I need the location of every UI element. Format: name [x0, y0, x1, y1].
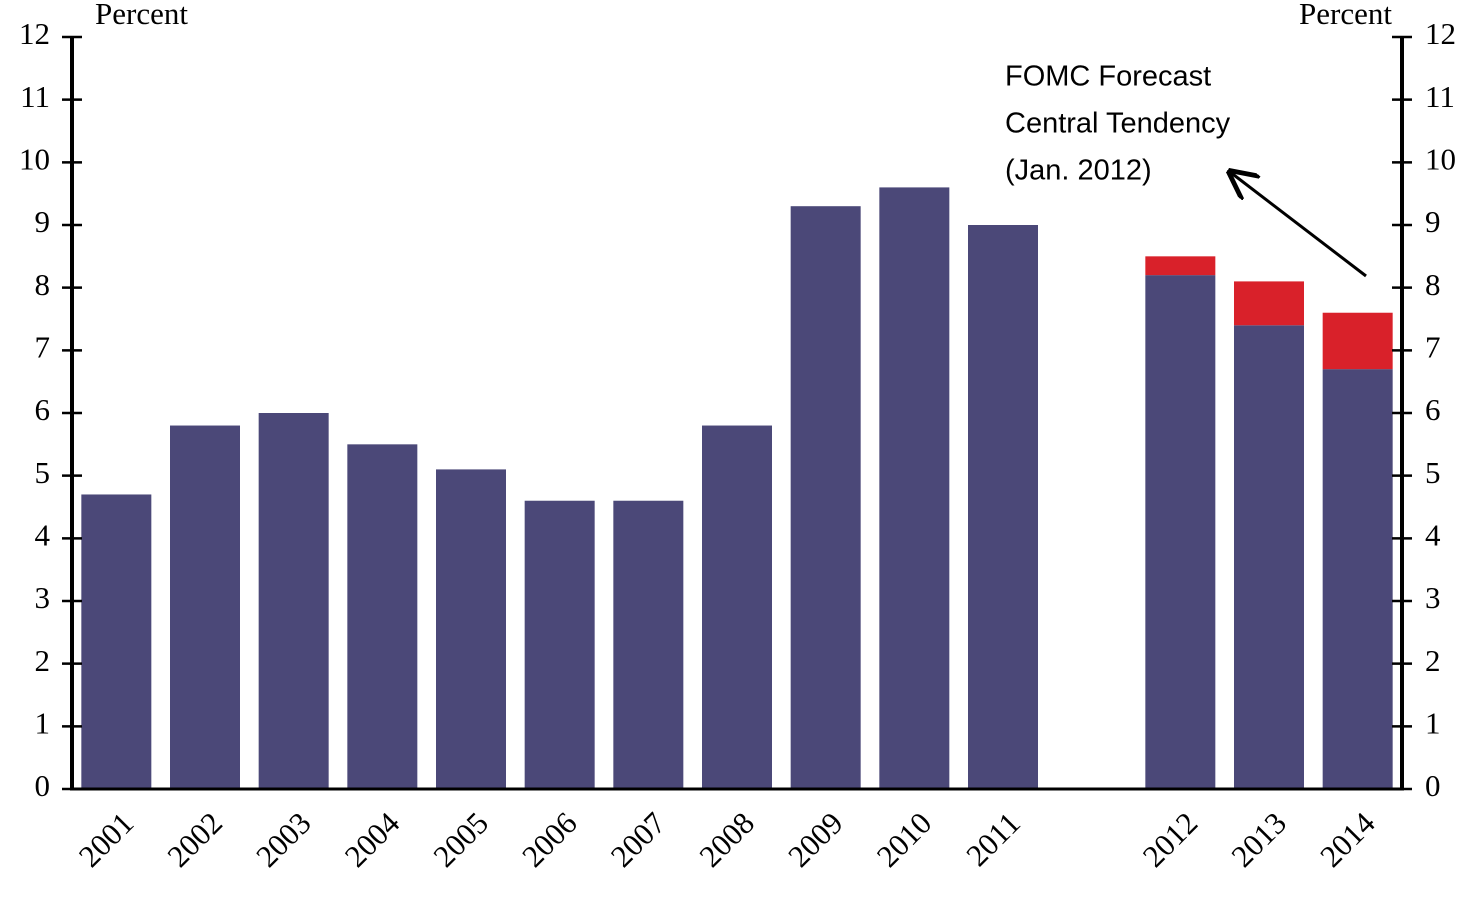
plot-area	[81, 187, 1393, 790]
y-tick-label: 5	[35, 455, 51, 490]
annotation: FOMC Forecast	[1005, 61, 1211, 93]
y-axis-title: Percent	[95, 0, 188, 31]
bar-segment	[1234, 325, 1304, 789]
y2-tick-label: 3	[1425, 580, 1441, 615]
y2-tick-label: 6	[1425, 392, 1441, 427]
bar-segment	[879, 187, 950, 789]
x-tick-label: 2009	[781, 805, 850, 874]
bar-segment	[1322, 312, 1393, 370]
bar-segment	[790, 206, 861, 789]
bar-segment	[524, 500, 595, 789]
bar-segment	[1145, 256, 1216, 276]
y2-tick-label: 4	[1425, 517, 1441, 552]
x-tick-label: 2010	[870, 805, 939, 874]
annotation: Central Tendency	[1005, 108, 1231, 140]
x-tick-label: 2002	[160, 805, 229, 874]
y-tick-label: 10	[19, 141, 50, 176]
y2-tick-label: 10	[1425, 141, 1456, 176]
bar-segment	[613, 500, 684, 789]
y-tick-label: 4	[35, 517, 51, 552]
x-tick-label: 2006	[515, 805, 584, 874]
y2-tick-label: 5	[1425, 455, 1441, 490]
y-tick-label: 8	[35, 267, 51, 302]
y-tick-label: 0	[35, 768, 51, 803]
x-tick-label: 2005	[426, 805, 495, 874]
y2-tick-label: 2	[1425, 643, 1441, 678]
annotation: (Jan. 2012)	[1005, 155, 1152, 187]
y-tick-label: 6	[35, 392, 51, 427]
y-tick-label: 9	[35, 204, 51, 239]
bar-segment	[81, 494, 152, 789]
y2-tick-label: 11	[1425, 79, 1455, 114]
x-tick-label: 2011	[959, 805, 1027, 873]
y-tick-label: 7	[35, 329, 51, 364]
y-tick-label: 1	[35, 705, 51, 740]
y-tick-label: 3	[35, 580, 51, 615]
x-tick-label: 2003	[249, 805, 318, 874]
bar-segment	[968, 225, 1038, 789]
x-tick-label: 2004	[338, 805, 407, 874]
bar-segment	[170, 425, 240, 789]
bar-segment	[1234, 281, 1304, 326]
y-tick-label: 2	[35, 643, 51, 678]
x-tick-label: 2014	[1313, 805, 1382, 874]
bar-segment	[436, 469, 506, 789]
y-tick-label: 12	[19, 16, 50, 51]
y-tick-label: 11	[20, 79, 50, 114]
y2-axis-title: Percent	[1299, 0, 1392, 31]
y2-tick-label: 8	[1425, 267, 1441, 302]
y2-tick-label: 12	[1425, 16, 1456, 51]
bar-segment	[258, 413, 329, 789]
y2-tick-label: 1	[1425, 705, 1441, 740]
x-tick-label: 2012	[1136, 805, 1205, 874]
y2-tick-label: 0	[1425, 768, 1441, 803]
x-tick-label: 2007	[604, 805, 673, 874]
bar-segment	[1322, 369, 1393, 789]
x-tick-label: 2008	[692, 805, 761, 874]
x-tick-label: 2001	[72, 805, 141, 874]
y2-tick-label: 7	[1425, 329, 1441, 364]
y2-tick-label: 9	[1425, 204, 1441, 239]
bar-segment	[702, 425, 772, 789]
annotation-arrow	[1230, 172, 1367, 278]
bar-segment	[1145, 275, 1216, 790]
bar-segment	[347, 444, 418, 789]
x-tick-label: 2013	[1224, 805, 1293, 874]
